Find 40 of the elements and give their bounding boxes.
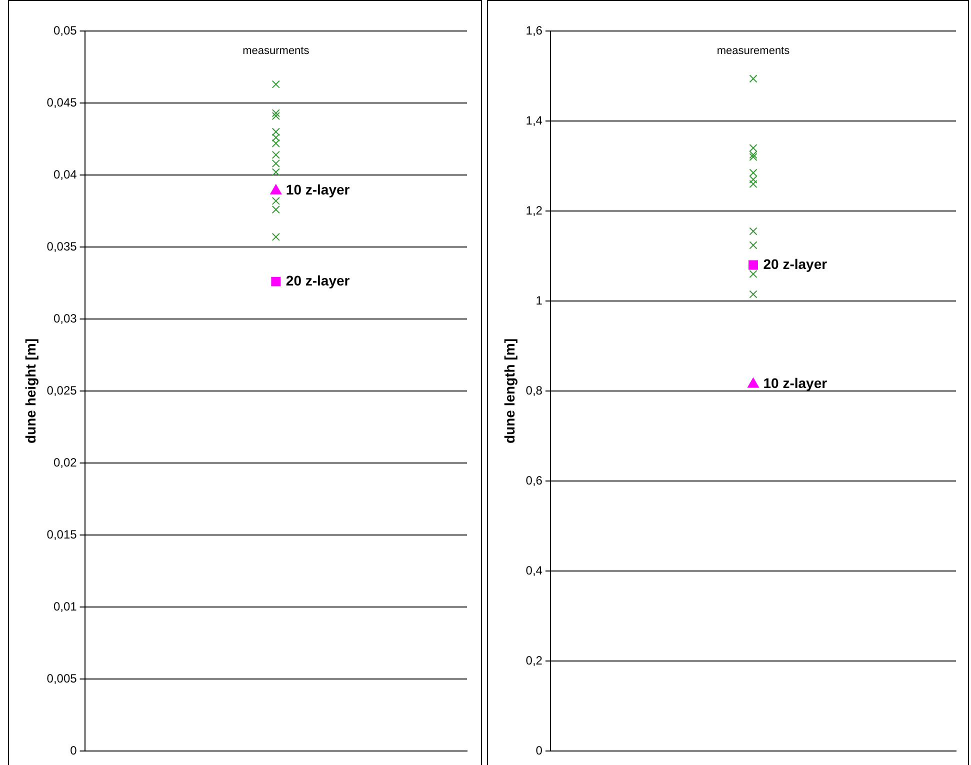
point: [271, 276, 281, 286]
y-tick-label: 0,6: [526, 473, 543, 488]
y-tick-label: 0,03: [53, 311, 78, 326]
y-tick-label: 0,04: [53, 167, 78, 182]
y-tick-label: 0,4: [526, 563, 543, 578]
y-tick-label: 0,02: [53, 455, 78, 470]
y-tick-label: 0,8: [526, 383, 543, 398]
y-tick-label: 0,045: [46, 95, 78, 110]
point: [749, 227, 758, 236]
y-tick-label: 1,6: [526, 23, 543, 38]
y-tick-label: 0,05: [53, 23, 78, 38]
y-tick-label: 0,015: [46, 527, 78, 542]
point: [749, 290, 758, 298]
annotation: measurements: [716, 45, 790, 58]
series-label: 20 z-layer: [763, 256, 828, 272]
y-tick-label: 0,005: [46, 671, 78, 686]
y-tick-label: 0,025: [46, 383, 78, 398]
y-tick-label: 1: [536, 293, 543, 308]
y-tick-label: 0,2: [526, 653, 543, 668]
y-tick-label: 0,035: [46, 239, 78, 254]
point: [272, 112, 280, 120]
y-axis-title: dune height [m]: [22, 338, 38, 444]
point: [748, 260, 758, 270]
point: [272, 232, 280, 241]
series-label: 20 z-layer: [286, 272, 350, 288]
point: [749, 241, 758, 250]
y-axis-title: dune length [m]: [501, 338, 518, 444]
point: [749, 270, 758, 278]
y-tick-label: 0: [536, 743, 543, 758]
y-tick-label: 0,01: [53, 599, 78, 614]
point: [748, 378, 759, 388]
annotation: measurments: [242, 45, 310, 58]
y-tick-label: 0: [70, 743, 78, 758]
point: [749, 74, 758, 83]
series-label: 10 z-layer: [286, 182, 350, 198]
point: [272, 109, 280, 118]
y-tick-label: 1,2: [526, 203, 543, 218]
series-label: 10 z-layer: [763, 375, 828, 392]
point: [272, 80, 280, 88]
y-tick-label: 1,4: [526, 113, 543, 128]
